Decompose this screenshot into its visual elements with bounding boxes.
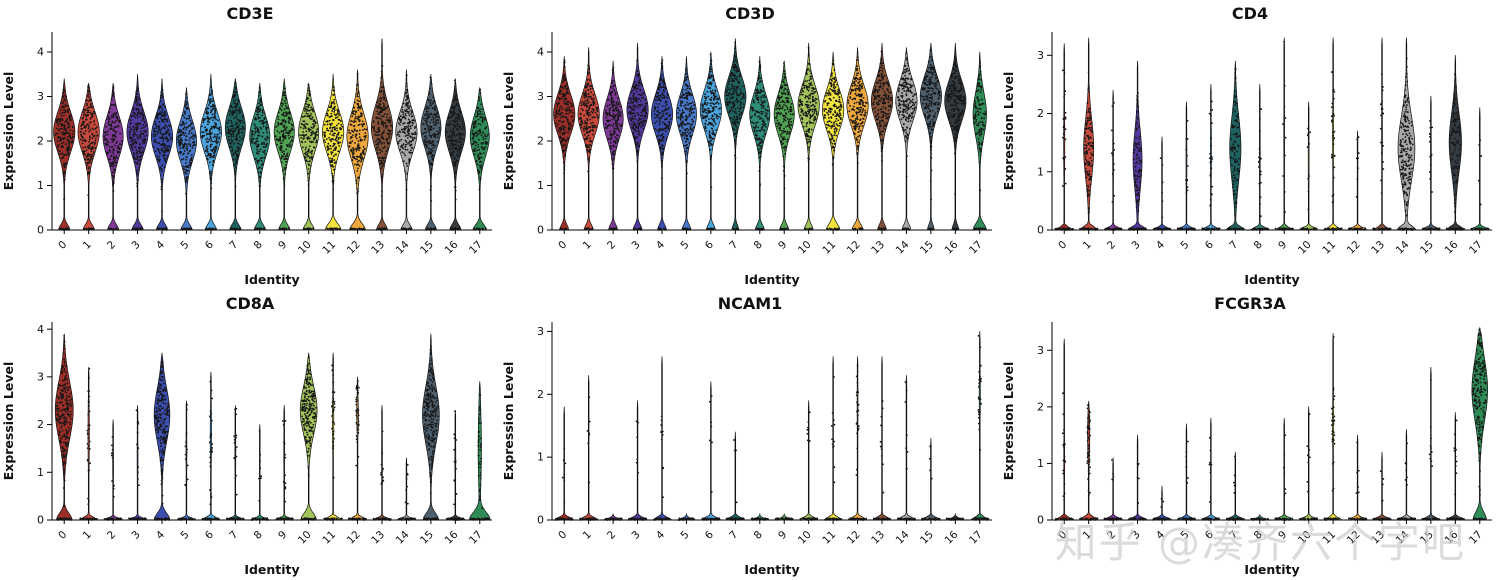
- svg-text:Identity: Identity: [244, 272, 299, 287]
- svg-text:16: 16: [443, 238, 461, 256]
- svg-text:4: 4: [537, 46, 544, 59]
- svg-text:3: 3: [629, 239, 642, 252]
- panel-title-cd3d: CD3D: [725, 4, 775, 23]
- panel-title-ncam1: NCAM1: [717, 294, 783, 313]
- svg-text:Expression Level: Expression Level: [501, 72, 516, 191]
- violin-panel-ncam1: NCAM1 0 1 2 3 Expression Level Identity 0 1 2 3 4 5…: [500, 290, 1000, 580]
- svg-text:14: 14: [394, 238, 412, 256]
- svg-text:1: 1: [81, 239, 94, 252]
- svg-text:3: 3: [537, 90, 544, 103]
- svg-text:Expression Level: Expression Level: [1, 72, 16, 191]
- svg-text:13: 13: [369, 239, 387, 257]
- svg-text:6: 6: [203, 238, 216, 251]
- svg-text:0: 0: [37, 224, 44, 237]
- svg-text:7: 7: [227, 239, 240, 252]
- svg-text:3: 3: [37, 90, 44, 103]
- svg-text:2: 2: [105, 239, 118, 252]
- svg-text:9: 9: [276, 239, 289, 252]
- violin-panel-cd4: CD4 0 1 2 3 Expression Level Identity 0 1 2 3 4 5 6 7…: [1000, 0, 1500, 290]
- panel-title-cd8a: CD8A: [225, 294, 275, 313]
- svg-text:5: 5: [678, 239, 691, 252]
- svg-text:1: 1: [537, 179, 544, 192]
- panel-title-cd3e: CD3E: [226, 4, 274, 23]
- svg-text:4: 4: [37, 46, 44, 59]
- svg-text:12: 12: [345, 239, 363, 257]
- svg-text:2: 2: [537, 135, 544, 148]
- svg-text:15: 15: [418, 239, 436, 257]
- svg-text:0: 0: [56, 239, 69, 252]
- svg-text:1: 1: [37, 179, 44, 192]
- violin-panel-cd8a: CD8A 0 1 2 3 4 Expression Level Identity 0 1 2 3 4 5…: [0, 290, 500, 580]
- svg-text:3: 3: [129, 239, 142, 252]
- violin-panel-cd3e: CD3E 0 1 2 3 4 Expression Level Identity 0 1 2 3 4 5…: [0, 0, 500, 290]
- svg-text:4: 4: [154, 238, 167, 251]
- svg-text:10: 10: [296, 239, 314, 257]
- svg-text:17: 17: [467, 239, 485, 257]
- svg-text:2: 2: [605, 239, 618, 252]
- svg-text:Identity: Identity: [744, 272, 799, 287]
- svg-text:5: 5: [178, 239, 191, 252]
- violin-panel-fcgr3a: FCGR3A 0 1 2 3 Expression Level Identity 0 1 2 3 4…: [1000, 290, 1500, 580]
- panel-title-cd4: CD4: [1231, 4, 1269, 23]
- svg-text:0: 0: [556, 239, 569, 252]
- svg-text:2: 2: [37, 135, 44, 148]
- svg-text:1: 1: [581, 239, 594, 252]
- svg-text:0: 0: [537, 224, 544, 237]
- svg-text:8: 8: [252, 239, 265, 252]
- svg-text:11: 11: [320, 239, 338, 257]
- panel-title-fcgr3a: FCGR3A: [1214, 294, 1286, 313]
- svg-text:4: 4: [654, 238, 667, 251]
- violin-panel-cd3d: CD3D 0 1 2 3 4 Expression Level Identity 0 1 2 3 4 5…: [500, 0, 1000, 290]
